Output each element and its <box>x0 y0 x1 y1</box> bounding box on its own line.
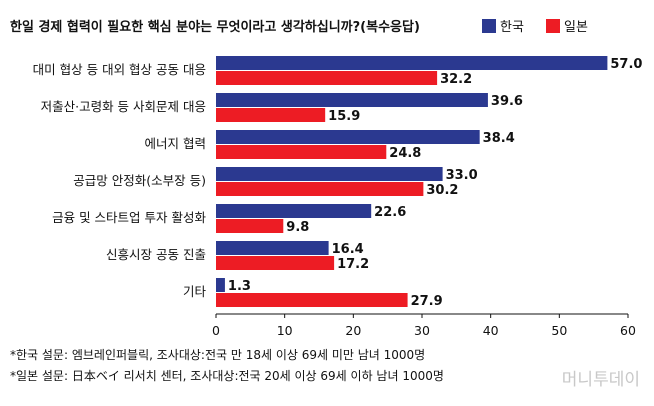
bar-korea <box>216 278 225 292</box>
value-label-japan: 32.2 <box>440 72 472 87</box>
value-label-korea: 57.0 <box>610 57 642 72</box>
bar-korea <box>216 167 443 181</box>
x-tick-label: 0 <box>212 323 220 338</box>
category-label: 신흥시장 공동 진출 <box>106 247 206 262</box>
value-label-japan: 30.2 <box>426 183 458 198</box>
x-tick-label: 10 <box>277 323 293 338</box>
value-label-korea: 16.4 <box>332 242 364 257</box>
note-korea: *한국 설문: 엠브레인퍼블릭, 조사대상:전국 만 18세 이상 69세 미만… <box>10 348 425 362</box>
x-tick-label: 60 <box>620 323 636 338</box>
category-label: 공급망 안정화(소부장 등) <box>73 173 206 188</box>
legend-label-korea: 한국 <box>500 20 524 35</box>
x-tick-label: 30 <box>414 323 430 338</box>
legend-label-japan: 일본 <box>564 20 588 35</box>
legend-swatch-korea <box>482 19 496 33</box>
chart-title: 한일 경제 협력이 필요한 핵심 분야는 무엇이라고 생각하십니까?(복수응답) <box>10 19 420 35</box>
value-label-japan: 27.9 <box>411 294 443 309</box>
value-label-korea: 22.6 <box>374 205 406 220</box>
category-label: 대미 협상 등 대외 협상 공동 대응 <box>33 62 206 77</box>
bar-japan <box>216 219 284 233</box>
value-label-japan: 24.8 <box>389 146 421 161</box>
legend-swatch-japan <box>546 19 560 33</box>
value-label-japan: 15.9 <box>328 109 360 124</box>
value-label-korea: 33.0 <box>446 168 478 183</box>
value-label-japan: 17.2 <box>337 257 369 272</box>
bar-korea <box>216 130 480 144</box>
x-tick-label: 40 <box>483 323 499 338</box>
bar-japan <box>216 293 408 307</box>
bar-japan <box>216 256 335 270</box>
bar-japan <box>216 108 326 122</box>
bars <box>216 56 608 307</box>
watermark-text: 머니투데이 <box>562 370 640 390</box>
bar-korea <box>216 93 488 107</box>
bar-japan <box>216 182 424 196</box>
value-label-japan: 9.8 <box>286 220 309 235</box>
bar-korea <box>216 56 608 70</box>
value-label-korea: 1.3 <box>228 279 251 294</box>
category-label: 저출산·고령화 등 사회문제 대응 <box>41 99 206 114</box>
value-labels: 57.0 32.2 39.6 15.9 38.4 24.8 33.030.2 22.6 9.8 1… <box>228 57 643 309</box>
x-tick-label: 50 <box>551 323 567 338</box>
value-label-korea: 39.6 <box>491 94 523 109</box>
legend: 한국 일본 <box>482 19 588 35</box>
bar-korea <box>216 241 329 255</box>
category-label: 기타 <box>183 284 207 299</box>
x-axis-ticks: 0 10 20 30 40 50 60 <box>212 314 636 338</box>
bar-japan <box>216 71 438 85</box>
x-tick-label: 20 <box>345 323 361 338</box>
category-label: 금융 및 스타트업 투자 활성화 <box>52 210 206 225</box>
bar-korea <box>216 204 372 218</box>
bar-japan <box>216 145 387 159</box>
note-japan: *일본 설문: 日本ベイ 리서치 센터, 조사대상:전국 20세 이상 69세 … <box>10 369 444 383</box>
category-label: 에너지 협력 <box>145 136 206 151</box>
value-label-korea: 38.4 <box>483 131 515 146</box>
